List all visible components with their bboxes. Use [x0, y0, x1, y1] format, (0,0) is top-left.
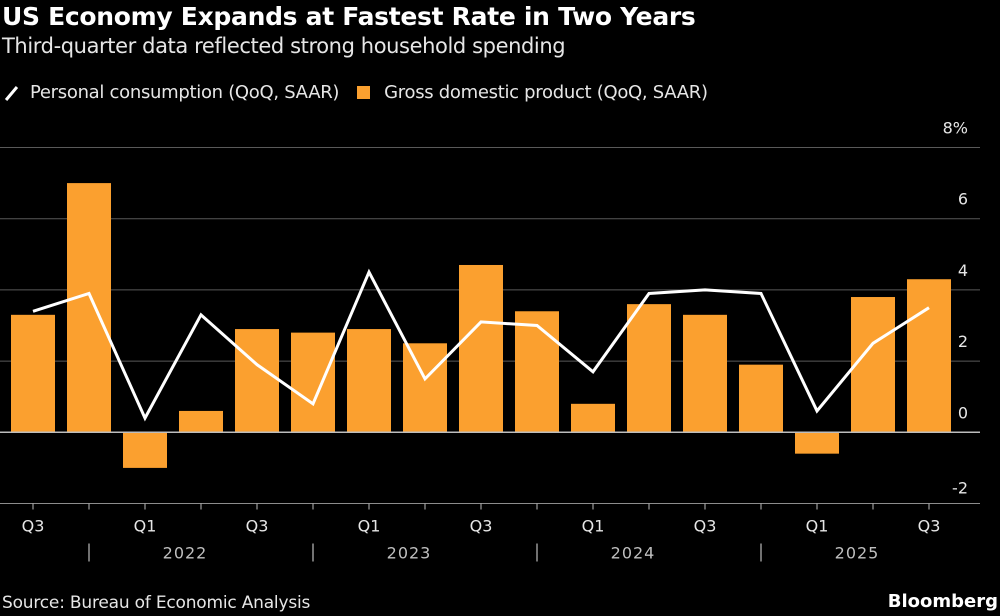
gdp-bar: [571, 403, 615, 433]
y-tick-label: 6: [958, 190, 968, 209]
x-tick-label: Q3: [470, 517, 493, 536]
gdp-bar: [795, 432, 839, 454]
bar-swatch-icon: [357, 86, 371, 99]
gdp-bar: [179, 410, 223, 433]
y-tick-label: -2: [952, 479, 968, 498]
bloomberg-logo: Bloomberg: [887, 591, 998, 612]
chart-title: US Economy Expands at Fastest Rate in Tw…: [2, 2, 696, 31]
gdp-bar: [459, 264, 503, 433]
legend-label-gdp: Gross domestic product (QoQ, SAAR): [384, 82, 708, 103]
gdp-bar: [347, 329, 391, 433]
legend-label-consumption: Personal consumption (QoQ, SAAR): [30, 82, 340, 103]
x-tick-label: Q1: [134, 517, 157, 536]
chart-subtitle: Third-quarter data reflected strong hous…: [2, 34, 566, 58]
gdp-bar: [683, 314, 727, 433]
year-label: 2023: [387, 544, 432, 563]
year-label: 2022: [163, 544, 208, 563]
gdp-bar: [851, 297, 895, 433]
gdp-bar: [11, 314, 55, 433]
year-label: 2024: [611, 544, 656, 563]
x-tick-label: Q3: [918, 517, 941, 536]
gdp-bar: [627, 304, 671, 433]
legend-item-gdp: Gross domestic product (QoQ, SAAR): [357, 82, 708, 103]
y-tick-label: 2: [958, 332, 968, 351]
year-label: 2025: [835, 544, 880, 563]
x-tick-label: Q3: [246, 517, 269, 536]
gdp-bar: [907, 279, 951, 433]
source-note: Source: Bureau of Economic Analysis: [2, 593, 311, 613]
legend-item-consumption: Personal consumption (QoQ, SAAR): [4, 82, 339, 103]
y-tick-label: 4: [958, 261, 968, 280]
gdp-bar: [515, 311, 559, 433]
legend: Personal consumption (QoQ, SAAR) Gross d…: [4, 82, 726, 103]
x-tick-label: Q1: [358, 517, 381, 536]
gdp-bar: [403, 343, 447, 433]
y-tick-label: 8%: [943, 119, 968, 138]
gdp-bar: [291, 332, 335, 433]
x-tick-label: Q1: [806, 517, 829, 536]
y-tick-label: 0: [958, 403, 968, 422]
x-tick-label: Q3: [22, 517, 45, 536]
x-tick-label: Q1: [582, 517, 605, 536]
x-tick-label: Q3: [694, 517, 717, 536]
gdp-bar: [123, 432, 167, 468]
gdp-bar: [67, 183, 111, 433]
gdp-bar: [235, 329, 279, 433]
gdp-bar: [739, 364, 783, 433]
